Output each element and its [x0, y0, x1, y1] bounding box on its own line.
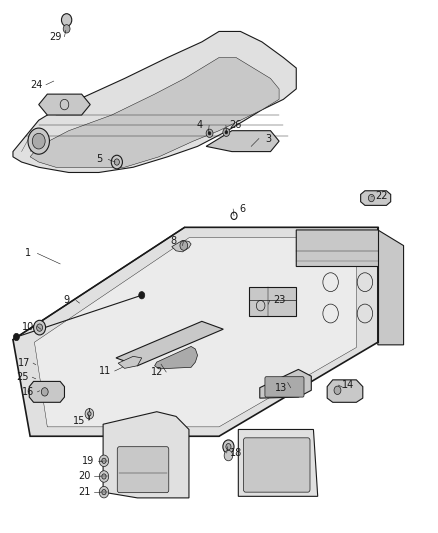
- Text: 26: 26: [229, 120, 241, 131]
- Text: 13: 13: [275, 383, 287, 393]
- Circle shape: [224, 450, 233, 461]
- Text: 15: 15: [73, 416, 86, 425]
- Polygon shape: [206, 131, 279, 151]
- Polygon shape: [118, 357, 142, 368]
- Text: 29: 29: [49, 31, 61, 42]
- Polygon shape: [327, 380, 363, 402]
- Text: 4: 4: [197, 120, 203, 131]
- Circle shape: [139, 292, 145, 299]
- Text: 3: 3: [265, 134, 272, 143]
- Text: 10: 10: [22, 321, 34, 332]
- Text: 23: 23: [273, 295, 285, 305]
- Text: 5: 5: [95, 155, 102, 164]
- Text: 22: 22: [375, 191, 388, 201]
- Polygon shape: [296, 230, 403, 345]
- Polygon shape: [13, 31, 296, 173]
- FancyBboxPatch shape: [244, 438, 310, 492]
- Polygon shape: [238, 430, 318, 496]
- Polygon shape: [155, 346, 198, 369]
- Polygon shape: [30, 58, 279, 167]
- Text: 16: 16: [22, 387, 34, 397]
- Circle shape: [368, 195, 374, 201]
- Text: 9: 9: [64, 295, 70, 305]
- Circle shape: [41, 387, 48, 396]
- Circle shape: [63, 25, 70, 33]
- Circle shape: [102, 474, 106, 479]
- Polygon shape: [260, 369, 311, 398]
- Polygon shape: [35, 238, 357, 427]
- FancyBboxPatch shape: [117, 447, 169, 492]
- FancyBboxPatch shape: [265, 377, 304, 397]
- Circle shape: [226, 443, 231, 450]
- Text: 6: 6: [240, 204, 246, 214]
- Polygon shape: [249, 287, 296, 316]
- Circle shape: [99, 487, 109, 498]
- Circle shape: [114, 159, 120, 165]
- Circle shape: [61, 14, 72, 26]
- Circle shape: [102, 489, 106, 495]
- Polygon shape: [360, 191, 391, 205]
- Text: 11: 11: [99, 366, 111, 376]
- Polygon shape: [103, 411, 189, 498]
- Circle shape: [37, 324, 42, 332]
- Polygon shape: [13, 228, 378, 436]
- Text: 19: 19: [82, 456, 94, 466]
- Circle shape: [32, 133, 45, 149]
- Polygon shape: [116, 321, 223, 366]
- Circle shape: [206, 129, 213, 138]
- Circle shape: [111, 155, 122, 169]
- Circle shape: [180, 241, 187, 251]
- Text: 1: 1: [25, 248, 31, 259]
- Circle shape: [99, 455, 109, 466]
- Circle shape: [34, 320, 46, 335]
- Polygon shape: [29, 382, 64, 402]
- Polygon shape: [39, 94, 90, 115]
- Text: 18: 18: [230, 448, 242, 458]
- Text: 20: 20: [78, 472, 91, 481]
- Circle shape: [225, 131, 228, 134]
- Text: 12: 12: [151, 367, 163, 377]
- Circle shape: [28, 128, 49, 154]
- Circle shape: [85, 409, 94, 419]
- Polygon shape: [172, 240, 191, 252]
- Circle shape: [99, 471, 109, 482]
- Circle shape: [102, 458, 106, 463]
- Circle shape: [14, 333, 19, 341]
- Circle shape: [208, 132, 211, 135]
- Circle shape: [223, 128, 230, 136]
- Text: 14: 14: [342, 380, 354, 390]
- Text: 8: 8: [171, 237, 177, 246]
- Text: 21: 21: [78, 487, 91, 497]
- Text: 24: 24: [30, 80, 43, 90]
- Circle shape: [334, 386, 341, 394]
- Circle shape: [223, 440, 234, 454]
- Text: 17: 17: [18, 358, 30, 368]
- Circle shape: [88, 411, 91, 416]
- Text: 25: 25: [17, 372, 29, 382]
